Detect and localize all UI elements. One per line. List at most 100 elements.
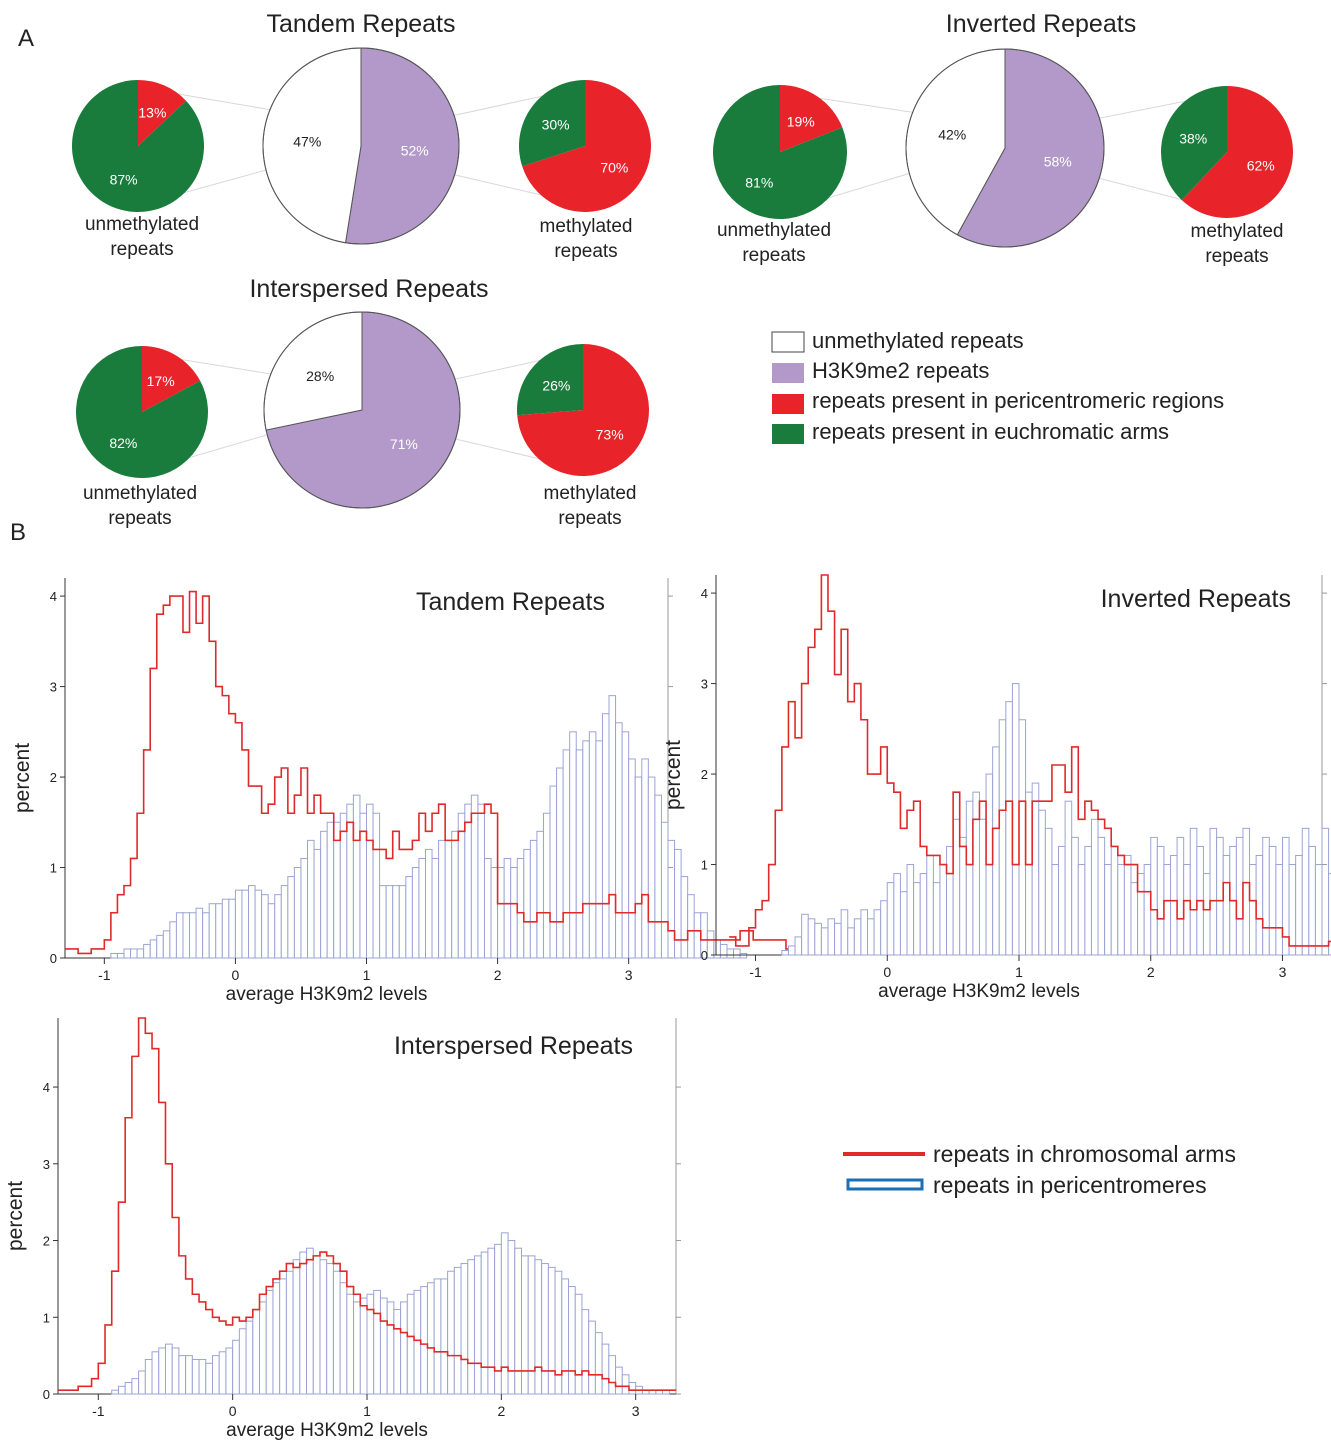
legend-swatch-unmethylated (771, 331, 805, 353)
histogram-bar (411, 867, 420, 959)
histogram-bar (1005, 701, 1013, 956)
histogram-bar (1051, 864, 1060, 956)
histogram-bar (733, 948, 741, 959)
histogram-bar (615, 722, 623, 959)
histogram-bar (893, 873, 901, 956)
histogram-bar (464, 803, 472, 959)
histogram-bar (138, 1370, 146, 1395)
main-pie-inverted-repeats-label-h3k9me2: 58% (1044, 154, 1072, 170)
histogram-bar (1242, 827, 1251, 956)
histogram-bar (241, 889, 250, 959)
methylated-pie-inverted-repeats-label-pericentromeric: 62% (1247, 157, 1275, 173)
histogram-bar (647, 776, 656, 959)
histogram-bar (467, 1259, 475, 1395)
pie-legend: unmethylated repeats H3K9me2 repeats rep… (771, 328, 1224, 444)
histogram-bar (228, 898, 236, 959)
histogram-bar (110, 952, 118, 959)
histogram-bar (274, 894, 282, 959)
series-repeats-in-pericentromeres (781, 683, 1331, 956)
y-tick-label: 4 (43, 1080, 50, 1095)
histogram-inverted-repeats: -1 0 1 2 3 0 1 2 3 4 average H3K9m2 levels percent I… (662, 574, 1331, 1002)
methylated-pie-tandem-repeats-label-pericentromeric: 70% (600, 159, 628, 175)
methylated-pie-inverted-repeats-slice-pericentromeric (1181, 86, 1293, 218)
histogram-bar (906, 864, 915, 956)
histogram-bar (195, 907, 204, 959)
histogram-bar (447, 1270, 455, 1395)
histogram-bar (998, 719, 1007, 956)
histogram-bar (588, 731, 597, 959)
histogram-bar (234, 889, 243, 959)
histogram-bar (457, 812, 466, 959)
histogram-bar (549, 785, 558, 959)
histogram-bar (379, 1297, 388, 1395)
histogram-bar (320, 830, 328, 959)
histogram-bar (215, 903, 223, 959)
histogram-bar (136, 948, 145, 959)
histogram-bar (254, 889, 263, 959)
histogram-bar (1255, 854, 1264, 956)
methylated-caption: methylated repeats (544, 483, 637, 529)
histogram-bar (185, 1355, 193, 1395)
histogram-bar (392, 885, 400, 959)
x-tick-label: 1 (363, 967, 371, 983)
x-tick-label: 0 (232, 967, 240, 983)
histogram-bar (162, 930, 171, 959)
histogram-bar (111, 1389, 119, 1395)
histogram-bar (719, 943, 728, 959)
y-tick-label: 2 (50, 770, 57, 785)
methylated-pie-interspersed-repeats-label-euchromatic: 26% (542, 377, 570, 393)
pie-group-tandem-repeats: Tandem Repeats 52% 47% 13% 87% 70% 30% unmethyl… (71, 10, 652, 262)
y-tick-label: 1 (50, 861, 57, 876)
histogram-bar (621, 1374, 630, 1395)
histogram-bar (739, 952, 748, 959)
histogram-bar (1156, 845, 1165, 956)
main-pie-interspersed-repeats-label-h3k9me2: 71% (390, 436, 418, 452)
legend-swatch-euchromatic (772, 424, 804, 444)
histogram-bar (932, 882, 941, 956)
histogram-bar (814, 922, 822, 956)
histogram-bar (1018, 719, 1027, 956)
histogram-bar (965, 800, 974, 956)
histogram-bar (326, 1263, 334, 1395)
histogram-bar (1104, 864, 1112, 956)
histogram-bar (483, 857, 492, 959)
histogram-bar (1137, 873, 1145, 956)
histogram-bar (641, 758, 649, 959)
pie-title-inverted-repeats: Inverted Repeats (946, 10, 1136, 38)
histogram-bar (265, 1289, 274, 1395)
histogram-bar (248, 885, 256, 959)
histogram-bar (529, 839, 538, 959)
y-axis-label: percent (662, 740, 685, 810)
histogram-bar (406, 1293, 415, 1395)
histogram-bar (156, 934, 164, 959)
histogram-bar (680, 876, 689, 959)
histogram-bar (853, 918, 862, 956)
histogram-bar (225, 1347, 234, 1395)
methylated-caption: methylated repeats (540, 216, 633, 262)
unmethylated-pie-tandem-repeats-label-pericentromeric: 13% (138, 105, 166, 121)
histogram-bar (218, 1351, 227, 1395)
histogram-bar (628, 1381, 637, 1395)
pie-charts: Tandem Repeats 52% 47% 13% 87% 70% 30% unmethyl… (71, 10, 1293, 529)
histogram-bar (460, 1263, 469, 1395)
legend-label-h3k9me2: H3K9me2 repeats (812, 358, 989, 383)
histogram-bar (674, 848, 682, 959)
histogram-bar (440, 1278, 449, 1395)
legend-label-unmethylated: unmethylated repeats (812, 328, 1024, 353)
methylated-pie-inverted-repeats-label-euchromatic: 38% (1179, 131, 1207, 147)
histogram-title: Inverted Repeats (1101, 585, 1291, 613)
histogram-bar (514, 1247, 522, 1395)
x-tick-label: 2 (497, 1403, 505, 1419)
histogram-bar (470, 794, 479, 959)
y-tick-label: 1 (43, 1310, 50, 1325)
histogram-bar (393, 1309, 402, 1395)
histogram-bar (1170, 854, 1178, 956)
unmethylated-caption: unmethylated repeats (85, 214, 199, 260)
histogram-bar (400, 1301, 408, 1395)
histogram-bar (426, 1282, 435, 1395)
histogram-bar (191, 1358, 200, 1395)
histogram-bar (926, 854, 934, 956)
histogram-bar (1288, 864, 1297, 956)
histogram-bar (1084, 845, 1092, 956)
legend-swatch-pericentromeric (772, 394, 804, 414)
